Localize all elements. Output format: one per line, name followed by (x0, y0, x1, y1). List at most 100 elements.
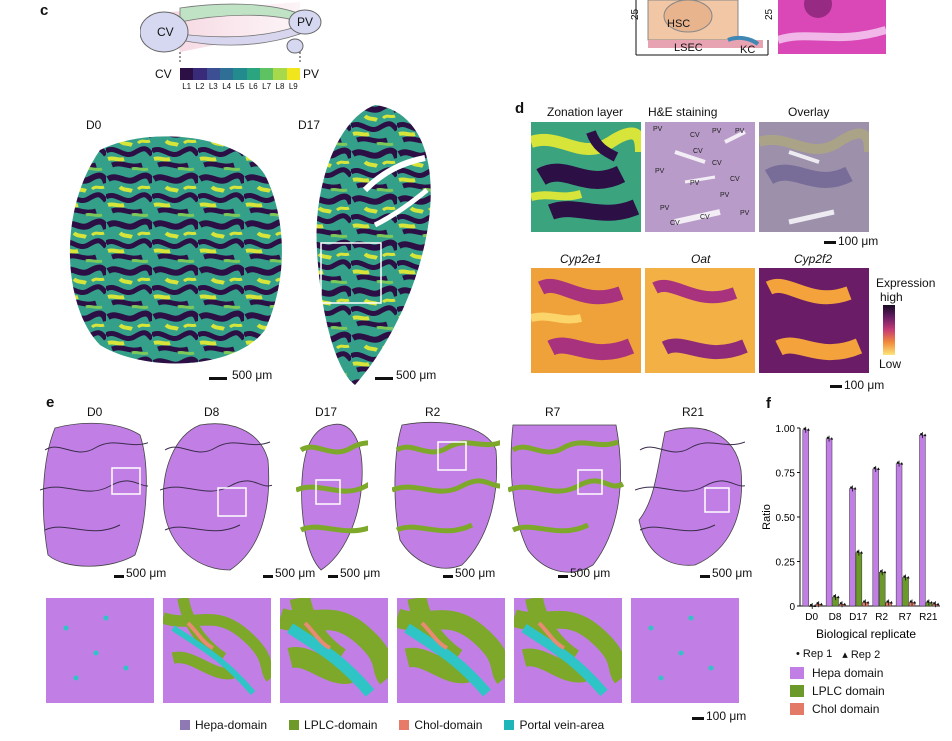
bar-hepa-domain-r2 (872, 468, 879, 607)
rep2-point (866, 600, 870, 604)
rep2-point (936, 602, 940, 606)
zonation-layer-scale (180, 68, 300, 80)
f-legend-label: LPLC domain (812, 684, 885, 698)
vessel-label: PV (720, 192, 730, 199)
rep1-point (826, 436, 829, 439)
zoom-box (437, 441, 467, 471)
rep1-point (803, 427, 806, 430)
zoom-map-r2 (397, 598, 505, 703)
rep2-point (860, 551, 863, 554)
rep1-point (833, 595, 836, 598)
scale-d-row2: 100 μm (844, 378, 885, 392)
bar-hepa-domain-r21 (919, 434, 926, 607)
section-label-d17: D17 (315, 405, 338, 419)
domain-legend: Hepa-domain LPLC-domain Chol-domain Portal … (180, 718, 604, 732)
legend-swatch (399, 720, 410, 730)
scalebar-d0 (209, 377, 227, 380)
rep2-point (923, 433, 927, 437)
f-legend-item-chol-domain: Chol domain (790, 702, 885, 716)
rep2-point (900, 462, 904, 465)
vessel-label: PV (660, 205, 670, 212)
vessel-label: PV (740, 210, 750, 217)
scale-label-section: 500 μm (340, 566, 381, 580)
spatial-domain-map-r7 (508, 424, 625, 573)
legend-label: Chol-domain (414, 718, 483, 732)
d-col-zonation: Zonation layer (547, 105, 624, 119)
x-tick-label-r21: R21 (919, 612, 938, 623)
zoom-map-r21 (631, 598, 739, 703)
rep1-point (903, 575, 906, 578)
cyp2e1-expression-image (531, 268, 641, 373)
cell-diagram-fragment (635, 0, 769, 56)
bar-hepa-domain-d17 (849, 488, 856, 607)
layer-label-7: L7 (262, 82, 272, 91)
scale-label-section: 500 μm (455, 566, 496, 580)
bar-hepa-domain-d0 (802, 429, 809, 607)
zoom-box (577, 469, 603, 495)
rep1-point (879, 570, 883, 573)
overlay-image (759, 122, 869, 232)
layer-label-1: L1 (182, 82, 192, 91)
scalebar-section (443, 575, 453, 578)
panel-f-letter: f (766, 395, 771, 412)
layer-label-8: L8 (275, 82, 285, 91)
x-tick-label-d8: D8 (829, 612, 842, 623)
layer-swatch-8 (273, 68, 287, 80)
panel-e-letter: e (46, 394, 55, 411)
zoom-map-d17 (280, 598, 388, 703)
y-tick-label: 0.50 (776, 513, 796, 524)
rep-legend: • Rep 1 ▴ Rep 2 (796, 648, 880, 661)
layer-swatch-5 (233, 68, 247, 80)
section-label-d8: D8 (204, 405, 220, 419)
bar-hepa-domain-d8 (825, 438, 833, 607)
legend-swatch (289, 720, 300, 730)
lsec-label: LSEC (674, 42, 703, 54)
scale-e-zoom: 100 μm (706, 709, 747, 723)
rep2-point (830, 437, 834, 440)
d-gene-cyp2e1: Cyp2e1 (560, 252, 602, 266)
d-col-he: H&E staining (648, 105, 718, 119)
rep2-point (836, 595, 840, 599)
bar-hepa-domain-r7 (895, 463, 903, 607)
map-d0-label: D0 (86, 118, 102, 132)
layer-swatch-7 (259, 68, 274, 80)
scalebar-d-row1 (824, 241, 836, 244)
zoom-box (111, 467, 141, 495)
layer-label-5: L5 (235, 82, 245, 91)
vessel-label: CV (670, 220, 680, 227)
spatial-domain-map-d0 (40, 422, 148, 567)
rep1-legend-item: • Rep 1 (796, 648, 833, 660)
bar-lplc-domain-r7 (902, 577, 909, 607)
cyp2f2-expression-image (759, 268, 869, 373)
layer-swatch-6 (246, 68, 260, 80)
rep1-point (933, 602, 936, 605)
rep1-point (809, 603, 813, 607)
f-legend-swatch (790, 667, 804, 679)
scale-label-section: 500 μm (712, 566, 753, 580)
f-legend-label: Chol domain (812, 702, 880, 716)
zoom-box (315, 479, 341, 505)
scalebar-section (328, 575, 338, 578)
rep2-point (820, 602, 823, 606)
f-domain-legend: Hepa domain LPLC domain Chol domain (790, 666, 885, 720)
d-gene-cyp2f2: Cyp2f2 (794, 252, 833, 266)
layer-swatch-3 (206, 68, 220, 80)
scalebar-d17 (375, 377, 393, 380)
lobule-diagram (140, 2, 322, 62)
zonation-layer-image (531, 122, 641, 232)
rep2-point (813, 604, 817, 607)
legend-item-lplc-domain: LPLC-domain (289, 718, 377, 732)
scalebar-section (700, 575, 710, 578)
scale-label-section: 500 μm (275, 566, 316, 580)
layer-label-2: L2 (195, 82, 205, 91)
y-axis-label: Ratio (761, 504, 773, 530)
spatial-domain-map-d17 (296, 423, 368, 571)
scale-label-section: 500 μm (570, 566, 611, 580)
scalebar-section (263, 575, 273, 578)
legend-swatch (180, 720, 190, 730)
oat-expression-image (645, 268, 755, 373)
scalebar-e-zoom (692, 717, 704, 720)
scalebar-section (558, 575, 568, 578)
zonation-map-d0 (69, 136, 282, 364)
expr-legend-title: Expression (876, 276, 936, 290)
